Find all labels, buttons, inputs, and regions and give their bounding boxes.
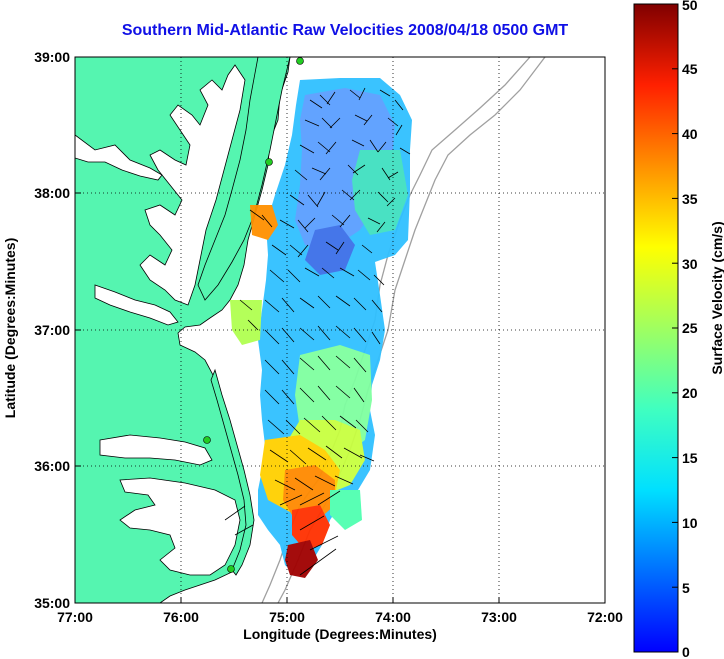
colorbar-tick-label: 20 [682,385,698,401]
radar-station-marker [265,158,273,166]
x-axis-label: Longitude (Degrees:Minutes) [243,626,437,642]
colorbar-ticks [672,3,678,653]
x-tick-label: 75:00 [269,609,305,625]
potomac-river [75,134,163,181]
colorbar-tick-label: 15 [682,450,698,466]
y-axis-label: Latitude (Degrees:Minutes) [2,237,18,419]
y-tick-label: 35:00 [34,595,70,611]
x-tick-label: 74:00 [375,609,411,625]
x-tick-label: 72:00 [587,609,623,625]
pamlico-sound [119,477,241,576]
colorbar-tick-label: 35 [682,191,698,207]
map-title: Southern Mid-Atlantic Raw Velocities 200… [121,22,569,39]
colorbar-tick-label: 40 [682,126,698,142]
colorbar-tick-label: 50 [682,0,698,13]
radar-station-marker [296,57,304,65]
colorbar-label: Surface Velocity (cm/s) [709,221,724,375]
colorbar-tick-label: 5 [682,580,690,596]
grid-lines [75,57,605,603]
colorbar-tick-label: 25 [682,320,698,336]
x-tick-label: 77:00 [57,609,93,625]
velocity-vectors [224,87,411,576]
x-tick-label: 73:00 [481,609,517,625]
axis-tick-marks [74,56,606,604]
chesapeake-bay [139,64,246,306]
radar-station-marker [203,436,211,444]
velocity-field [230,78,412,578]
x-tick-labels: 77:00 76:00 75:00 74:00 73:00 72:00 [57,609,623,625]
radar-station-marker [227,565,235,573]
james-river [94,284,179,326]
colorbar-tick-label: 45 [682,61,698,77]
radar-stations [203,57,304,573]
y-tick-label: 38:00 [34,185,70,201]
x-tick-label: 76:00 [163,609,199,625]
colorbar-tick-labels: 50 45 40 35 30 25 20 15 10 5 0 [682,0,698,659]
colorbar-tick-label: 30 [682,256,698,272]
colorbar [633,3,679,653]
outer-banks [210,368,255,576]
y-tick-labels: 39:00 38:00 37:00 36:00 35:00 [34,49,70,611]
colorbar-tick-label: 10 [682,515,698,531]
colorbar-tick-label: 0 [682,644,690,659]
y-tick-label: 36:00 [34,458,70,474]
albemarle-sound [99,434,213,466]
y-tick-label: 37:00 [34,322,70,338]
delmarva-peninsula [197,57,291,301]
y-tick-label: 39:00 [34,49,70,65]
